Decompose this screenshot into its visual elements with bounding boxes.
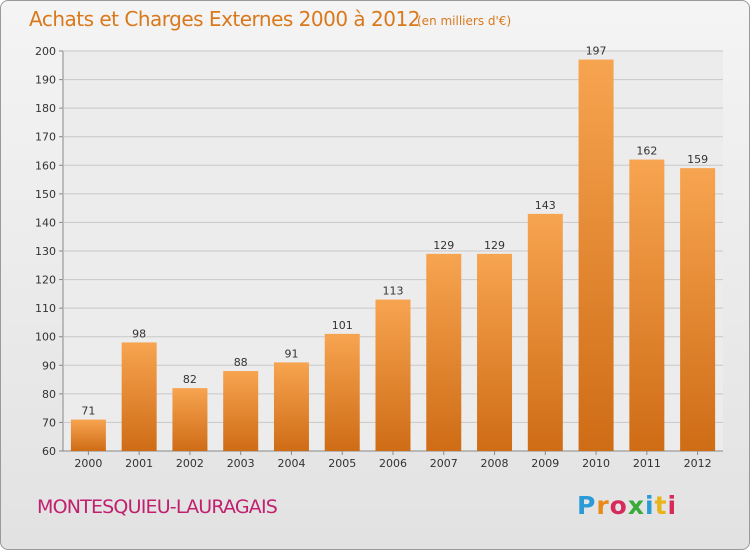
y-tick-label: 190 — [35, 74, 56, 87]
proxiti-logo: Proxiti — [577, 491, 678, 520]
x-tick-label: 2012 — [684, 457, 712, 470]
y-tick-label: 90 — [42, 359, 56, 372]
bar — [629, 159, 665, 452]
data-label: 143 — [535, 199, 556, 212]
y-tick-label: 170 — [35, 131, 56, 144]
bar — [223, 371, 259, 451]
data-label: 129 — [433, 239, 454, 252]
chart-subtitle: (en milliers d'€) — [417, 14, 512, 28]
x-tick-label: 2008 — [481, 457, 509, 470]
bar — [273, 362, 309, 451]
y-tick-label: 200 — [35, 45, 56, 58]
bar — [70, 419, 106, 451]
y-tick-label: 180 — [35, 102, 56, 115]
data-label: 159 — [687, 153, 708, 166]
bar — [121, 342, 157, 451]
x-tick-label: 2006 — [379, 457, 407, 470]
x-tick-label: 2007 — [430, 457, 458, 470]
y-tick-label: 160 — [35, 159, 56, 172]
y-tick-label: 60 — [42, 445, 56, 458]
y-tick-label: 140 — [35, 216, 56, 229]
bar — [578, 59, 614, 451]
y-tick-label: 70 — [42, 416, 56, 429]
x-tick-label: 2009 — [531, 457, 559, 470]
x-tick-label: 2011 — [633, 457, 661, 470]
x-tick-label: 2000 — [74, 457, 102, 470]
chart-title: Achats et Charges Externes 2000 à 2012 — [29, 7, 420, 31]
data-label: 101 — [332, 319, 353, 332]
data-label: 197 — [586, 45, 607, 58]
x-tick-label: 2002 — [176, 457, 204, 470]
data-label: 71 — [81, 405, 95, 418]
bar — [680, 168, 716, 451]
data-label: 82 — [183, 373, 197, 386]
bar — [527, 213, 563, 451]
y-tick-label: 130 — [35, 245, 56, 258]
y-tick-label: 110 — [35, 302, 56, 315]
bar — [375, 299, 411, 451]
data-label: 129 — [484, 239, 505, 252]
data-label: 91 — [284, 347, 298, 360]
bar — [477, 253, 513, 451]
bar — [324, 333, 360, 451]
data-label: 113 — [383, 285, 404, 298]
y-tick-label: 100 — [35, 331, 56, 344]
data-label: 88 — [234, 356, 248, 369]
x-tick-label: 2001 — [125, 457, 153, 470]
y-tick-label: 80 — [42, 388, 56, 401]
y-tick-label: 150 — [35, 188, 56, 201]
bar — [172, 388, 208, 451]
bar — [426, 253, 462, 451]
x-tick-label: 2003 — [227, 457, 255, 470]
x-tick-label: 2005 — [328, 457, 356, 470]
x-tick-label: 2004 — [277, 457, 305, 470]
x-tick-label: 2010 — [582, 457, 610, 470]
commune-name: MONTESQUIEU-LAURAGAIS — [37, 496, 278, 518]
y-tick-label: 120 — [35, 274, 56, 287]
data-label: 98 — [132, 327, 146, 340]
data-label: 162 — [636, 145, 657, 158]
